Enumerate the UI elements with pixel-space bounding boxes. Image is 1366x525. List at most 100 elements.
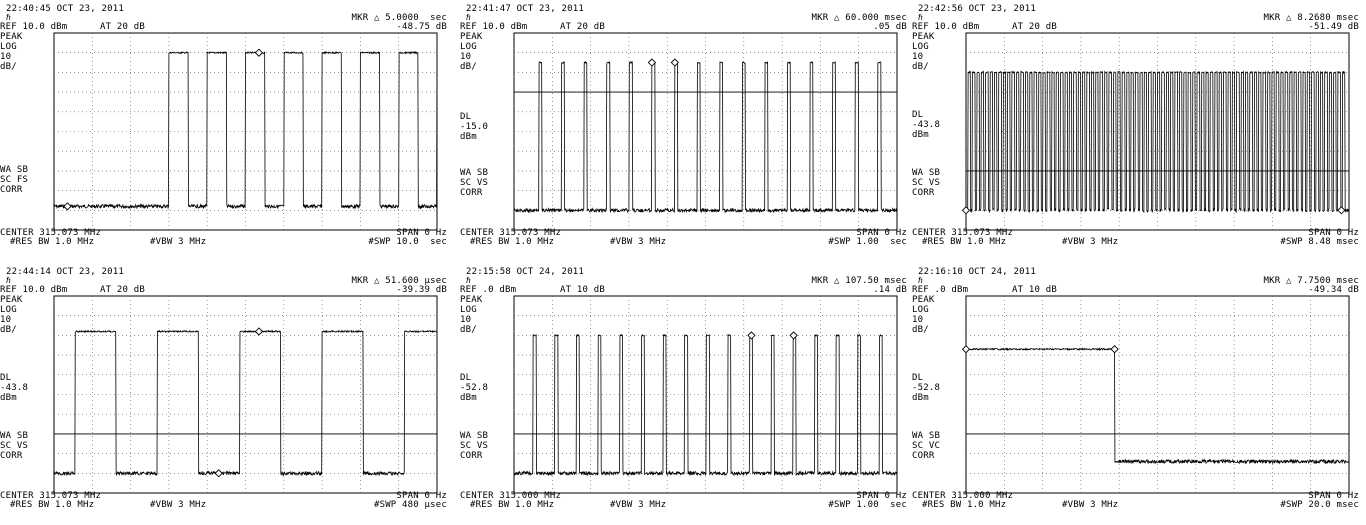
dl-unit: dBm (460, 393, 477, 403)
res-bw: #RES BW 1.0 MHz (922, 500, 1007, 510)
center-frequency: CENTER 315.073 MHz (0, 228, 102, 238)
marker-diamond-icon (647, 58, 657, 67)
span: SPAN 0 Hz (1308, 228, 1359, 238)
dl-label: DL (460, 373, 472, 383)
ref-level: REF .0 dBm (460, 285, 517, 295)
peak-label: PEAK (460, 295, 483, 305)
dl-unit: dBm (912, 130, 929, 140)
trace-plot (513, 295, 898, 494)
sweep-time: #SWP 8.48 msec (1280, 237, 1359, 247)
span: SPAN 0 Hz (856, 228, 907, 238)
peak-label: PEAK (460, 32, 483, 42)
hp-logo-icon: ℏ (466, 276, 472, 285)
dl-label: DL (0, 373, 12, 383)
center-frequency: CENTER 315.073 MHz (460, 228, 562, 238)
sweep-time: #SWP 20.0 msec (1280, 500, 1359, 510)
ref-level: REF 10.0 dBm (912, 22, 980, 32)
marker-value: -48.75 dB (396, 22, 447, 32)
marker-value: -51.49 dB (1308, 22, 1359, 32)
ref-level: REF 10.0 dBm (460, 22, 528, 32)
sc-label: SC VS (0, 441, 29, 451)
timestamp: 22:40:45 OCT 23, 2011 (6, 4, 124, 14)
scale-label: 10 (460, 315, 472, 325)
ref-level: REF 10.0 dBm (0, 285, 68, 295)
log-label: LOG (912, 305, 929, 315)
analyzer-screenshot-2: 22:41:47 OCT 23, 2011 ℏ REF 10.0 dBm AT … (460, 0, 915, 262)
res-bw: #RES BW 1.0 MHz (922, 237, 1007, 247)
corr-label: CORR (0, 185, 23, 195)
attenuation: AT 10 dB (560, 285, 605, 295)
trace-plot (53, 32, 438, 231)
analyzer-screenshot-5: 22:15:58 OCT 24, 2011 ℏ REF .0 dBm AT 10… (460, 263, 915, 525)
peak-label: PEAK (0, 295, 23, 305)
marker-value: .05 dB (873, 22, 907, 32)
sc-label: SC VS (912, 178, 941, 188)
timestamp: 22:41:47 OCT 23, 2011 (466, 4, 584, 14)
span: SPAN 0 Hz (856, 491, 907, 501)
timestamp: 22:42:56 OCT 23, 2011 (918, 4, 1036, 14)
span: SPAN 0 Hz (396, 491, 447, 501)
unit-label: dB/ (0, 325, 17, 335)
trace-plot (53, 295, 438, 494)
sweep-time: #SWP 1.00 sec (828, 500, 907, 510)
sc-label: SC VS (460, 441, 489, 451)
peak-label: PEAK (912, 295, 935, 305)
dl-unit: dBm (912, 393, 929, 403)
wa-label: WA SB (912, 168, 941, 178)
res-bw: #RES BW 1.0 MHz (10, 237, 95, 247)
center-frequency: CENTER 315.000 MHz (912, 491, 1014, 501)
sc-label: SC VS (460, 178, 489, 188)
center-frequency: CENTER 315.073 MHz (0, 491, 102, 501)
log-label: LOG (0, 42, 17, 52)
unit-label: dB/ (912, 325, 929, 335)
log-label: LOG (460, 42, 477, 52)
wa-label: WA SB (0, 165, 29, 175)
dl-value: -52.8 (912, 383, 941, 393)
marker-diamond-icon (961, 345, 971, 354)
dl-label: DL (460, 112, 472, 122)
vbw: #VBW 3 MHz (150, 500, 207, 510)
dl-label: DL (912, 373, 924, 383)
plot-frame (53, 295, 438, 494)
vbw: #VBW 3 MHz (150, 237, 207, 247)
log-label: LOG (460, 305, 477, 315)
trace-plot (961, 295, 1350, 494)
marker-readout: MKR △ 5.0000 sec (351, 13, 447, 23)
timestamp: 22:15:58 OCT 24, 2011 (466, 267, 584, 277)
sc-label: SC FS (0, 175, 29, 185)
wa-label: WA SB (0, 431, 29, 441)
trace-plot (961, 32, 1350, 231)
marker-diamond-icon (961, 206, 971, 215)
plot-frame (513, 32, 898, 231)
trace-plot (513, 32, 898, 231)
marker-diamond-icon (1110, 345, 1119, 354)
hp-logo-icon: ℏ (6, 13, 12, 22)
dl-unit: dBm (0, 393, 17, 403)
attenuation: AT 20 dB (1012, 22, 1057, 32)
hp-logo-icon: ℏ (466, 13, 472, 22)
hp-logo-icon: ℏ (6, 276, 12, 285)
signal-trace (965, 347, 1350, 465)
wa-label: WA SB (460, 168, 489, 178)
corr-label: CORR (460, 188, 483, 198)
marker-diamond-icon (1337, 206, 1346, 215)
log-label: LOG (912, 42, 929, 52)
marker-readout: MKR △ 51.600 µsec (351, 276, 447, 286)
attenuation: AT 20 dB (560, 22, 605, 32)
timestamp: 22:16:10 OCT 24, 2011 (918, 267, 1036, 277)
marker-value: -49.34 dB (1308, 285, 1359, 295)
vbw: #VBW 3 MHz (610, 500, 667, 510)
marker-readout: MKR △ 107.50 msec (811, 276, 907, 286)
marker-readout: MKR △ 7.7500 msec (1263, 276, 1359, 286)
span: SPAN 0 Hz (396, 228, 447, 238)
analyzer-screenshot-4: 22:44:14 OCT 23, 2011 ℏ REF 10.0 dBm AT … (0, 263, 455, 525)
attenuation: AT 10 dB (1012, 285, 1057, 295)
dl-value: -43.8 (0, 383, 29, 393)
vbw: #VBW 3 MHz (610, 237, 667, 247)
sweep-time: #SWP 1.00 sec (828, 237, 907, 247)
sweep-time: #SWP 480 µsec (373, 500, 447, 510)
corr-label: CORR (0, 451, 23, 461)
res-bw: #RES BW 1.0 MHz (10, 500, 95, 510)
marker-diamond-icon (670, 58, 679, 67)
wa-label: WA SB (460, 431, 489, 441)
